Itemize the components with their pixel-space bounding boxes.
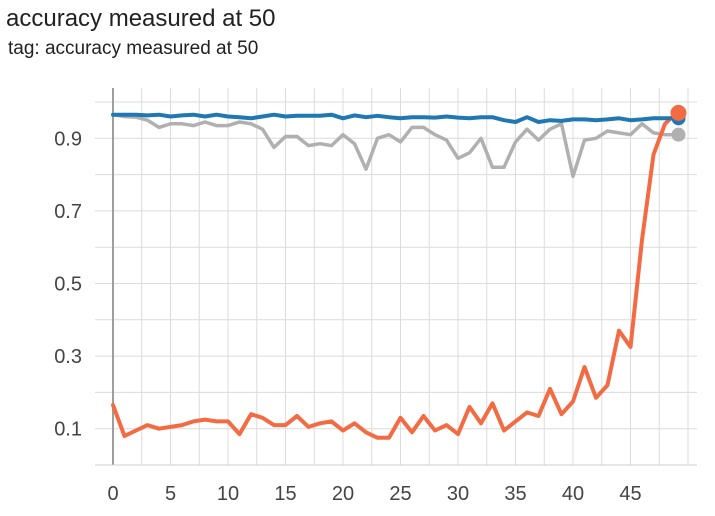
chart-title: accuracy measured at 50	[6, 5, 276, 32]
x-tick-label: 25	[389, 483, 411, 505]
y-tick-label: 0.3	[54, 346, 82, 368]
chart-subtitle: tag: accuracy measured at 50	[8, 38, 259, 59]
y-tick-label: 0.7	[54, 201, 82, 223]
series-line-1	[111, 112, 679, 179]
y-tick-labels: 0.1 0.3 0.5 0.7 0.9	[54, 128, 82, 440]
series-lines	[111, 110, 679, 440]
y-tick-label: 0.1	[54, 419, 82, 441]
grid-lines	[95, 88, 697, 465]
axes	[95, 88, 697, 466]
x-tick-label: 40	[562, 483, 584, 505]
x-tick-label: 20	[332, 483, 354, 505]
x-tick-label: 0	[107, 483, 118, 505]
x-tick-label: 35	[504, 483, 526, 505]
x-tick-labels: 0 5 10 15 20 25 30 35 40 45	[107, 483, 641, 505]
series-end-point-1	[671, 127, 686, 142]
x-tick-label: 15	[274, 483, 296, 505]
x-tick-label: 45	[619, 483, 641, 505]
end-points	[670, 104, 687, 142]
y-tick-label: 0.9	[54, 128, 82, 150]
series-end-point-2	[670, 104, 687, 121]
series-line-2	[111, 110, 679, 440]
x-tick-label: 10	[217, 483, 239, 505]
x-tick-label: 30	[447, 483, 469, 505]
x-tick-label: 5	[165, 483, 176, 505]
y-tick-label: 0.5	[54, 274, 82, 296]
series-line-0	[111, 112, 679, 124]
